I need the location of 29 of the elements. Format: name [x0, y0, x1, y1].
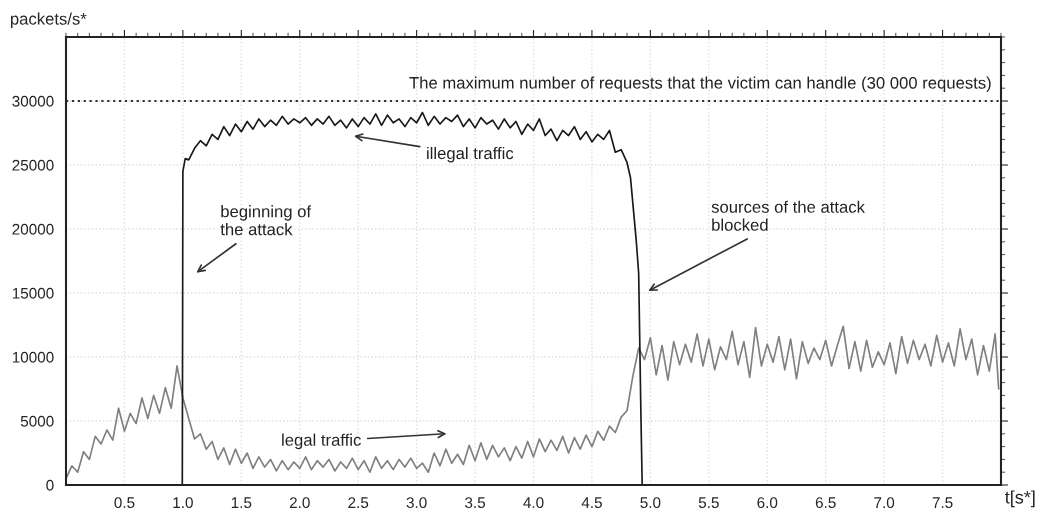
legend-label: The maximum number of requests that the victim can handle (30 000 requests)	[409, 76, 991, 93]
x-tick-label: 1.0	[173, 497, 193, 509]
y-tick-label: 15000	[12, 287, 54, 299]
y-tick-label: 25000	[12, 159, 54, 171]
x-tick-label: 4.5	[581, 497, 602, 509]
x-tick-label: 5.0	[640, 497, 661, 509]
x-tick-label: 3.0	[406, 497, 427, 509]
x-tick-label: 3.5	[465, 497, 486, 509]
x-tick-label: 2.5	[348, 497, 369, 509]
y-tick-label: 5000	[20, 415, 54, 427]
x-axis-title: t[s*]	[1005, 490, 1035, 508]
annotation: legal traffic	[282, 433, 361, 450]
x-tick-label: 4.0	[523, 497, 544, 509]
annotation: beginning of the attack	[220, 205, 312, 236]
y-tick-label: 30000	[12, 95, 54, 107]
x-tick-label: 0.5	[114, 497, 135, 509]
annotation: sources of the attack blocked	[711, 200, 865, 231]
x-tick-label: 5.5	[698, 497, 719, 509]
y-tick-label: 0	[46, 479, 54, 491]
y-tick-label: 20000	[12, 223, 54, 235]
annotation: illegal traffic	[427, 146, 514, 163]
x-tick-label: 6.5	[815, 497, 836, 509]
x-tick-label: 1.5	[231, 497, 252, 509]
x-tick-label: 7.5	[932, 497, 953, 509]
y-tick-label: 10000	[12, 351, 54, 363]
x-tick-label: 7.0	[874, 497, 895, 509]
x-tick-label: 2.0	[289, 497, 310, 509]
y-axis-title: packets/s*	[10, 12, 87, 29]
x-tick-label: 6.0	[757, 497, 778, 509]
